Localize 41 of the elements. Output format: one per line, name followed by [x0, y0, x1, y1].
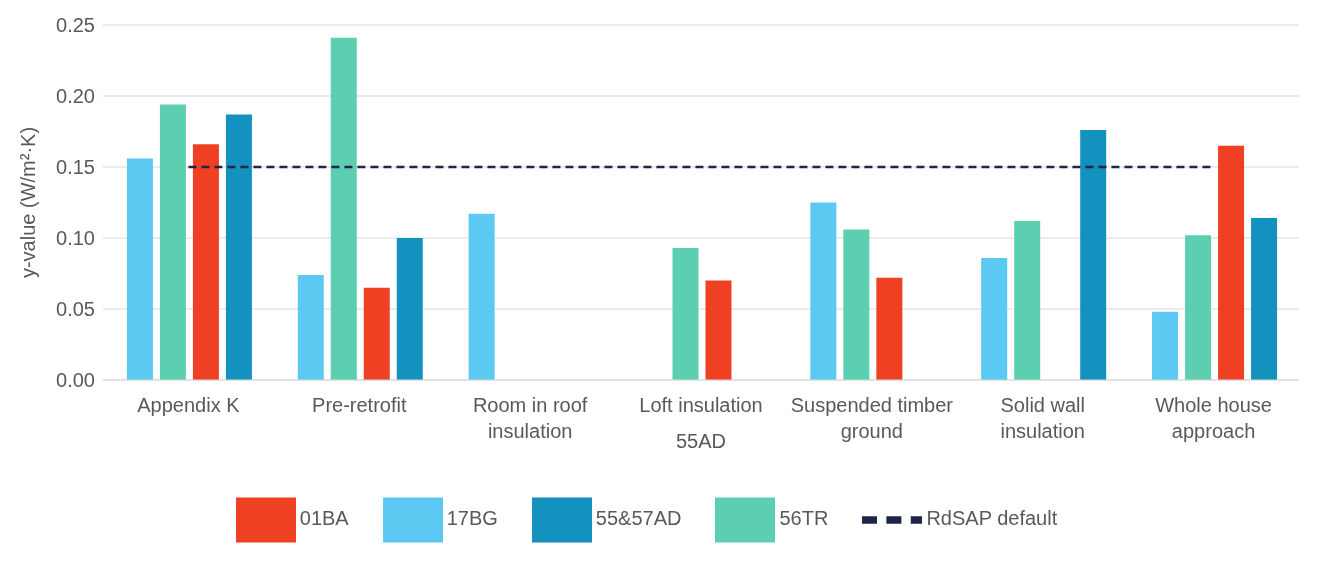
bar	[1185, 235, 1212, 380]
bar	[159, 104, 186, 380]
bar	[810, 202, 837, 380]
bar	[981, 257, 1008, 380]
y-tick-label: 0.10	[56, 227, 95, 250]
x-tick-label: Loft insulation	[639, 394, 763, 416]
x-tick-label: Appendix K	[137, 394, 241, 416]
bar	[1218, 145, 1245, 380]
bar	[1080, 130, 1107, 380]
y-tick-label: 0.05	[56, 298, 95, 321]
bar	[396, 238, 423, 380]
bar	[468, 213, 495, 380]
x-tick-label: Solid wall insulation	[1000, 394, 1085, 442]
bar	[1014, 220, 1041, 380]
y-tick-label: 0.00	[56, 369, 95, 392]
legend-label: 55&57AD	[595, 507, 682, 530]
bar	[876, 277, 903, 380]
x-tick-label: Pre-retrofit	[312, 394, 407, 416]
legend-label: 01BA	[299, 507, 349, 530]
bar	[297, 274, 324, 380]
legend-label: 56TR	[779, 507, 829, 530]
x-tick-label: Whole house approach	[1155, 394, 1272, 442]
bar	[225, 114, 252, 380]
bar	[1251, 218, 1278, 380]
bar	[330, 37, 357, 380]
legend-label: 17BG	[446, 507, 498, 530]
legend-label: RdSAP default	[926, 507, 1058, 530]
bar	[843, 229, 870, 380]
y-axis-title: y-value (W/m²·K)	[17, 126, 40, 279]
bar	[1152, 311, 1179, 380]
bar	[192, 144, 219, 380]
x-tick-label: Room in roof insulation	[472, 394, 588, 442]
y-tick-label: 0.25	[56, 14, 95, 37]
bar	[705, 280, 732, 380]
x-tick-label: Suspended timber ground	[790, 394, 954, 442]
x-axis-title: 55AD	[675, 430, 727, 452]
bar	[363, 287, 390, 380]
bar	[672, 247, 699, 380]
bar	[126, 158, 153, 380]
y-tick-label: 0.15	[56, 156, 95, 179]
y-tick-label: 0.20	[56, 85, 95, 108]
